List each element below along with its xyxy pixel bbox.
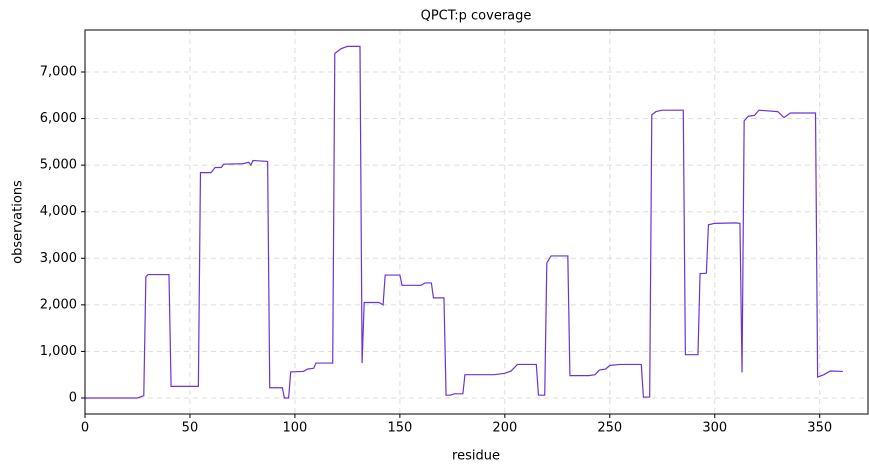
x-tick-label: 250 <box>597 421 622 436</box>
x-tick-label: 350 <box>807 421 832 436</box>
y-tick-label: 3,000 <box>40 251 77 266</box>
x-axis-label: residue <box>452 449 500 464</box>
x-tick-label: 0 <box>81 421 89 436</box>
x-tick-label: 100 <box>283 421 308 436</box>
y-tick-label: 6,000 <box>40 111 77 126</box>
y-tick-label: 4,000 <box>40 204 77 219</box>
chart-title: QPCT:p coverage <box>421 9 532 24</box>
y-tick-label: 2,000 <box>40 297 77 312</box>
x-tick-label: 50 <box>182 421 199 436</box>
data-line <box>85 45 843 399</box>
x-tick-label: 150 <box>387 421 412 436</box>
x-tick-label: 300 <box>702 421 727 436</box>
y-tick-label: 5,000 <box>40 158 77 173</box>
y-tick-label: 7,000 <box>40 65 77 80</box>
plot-frame <box>84 29 869 415</box>
y-tick-label: 1,000 <box>40 344 77 359</box>
x-tick-label: 200 <box>492 421 517 436</box>
y-axis-label: observations <box>11 180 26 264</box>
y-tick-label: 0 <box>69 390 77 405</box>
